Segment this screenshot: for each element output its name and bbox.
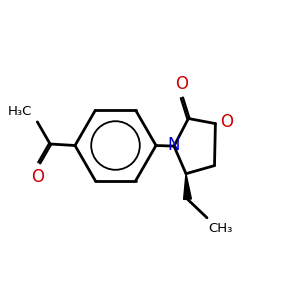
- Text: O: O: [31, 168, 44, 186]
- Circle shape: [211, 119, 220, 128]
- Text: CH₃: CH₃: [208, 222, 233, 235]
- Text: O: O: [220, 113, 233, 131]
- Text: O: O: [175, 75, 188, 93]
- Text: N: N: [168, 136, 180, 154]
- Polygon shape: [184, 174, 191, 200]
- Text: H₃C: H₃C: [8, 105, 32, 118]
- Circle shape: [177, 93, 187, 103]
- Circle shape: [169, 141, 179, 152]
